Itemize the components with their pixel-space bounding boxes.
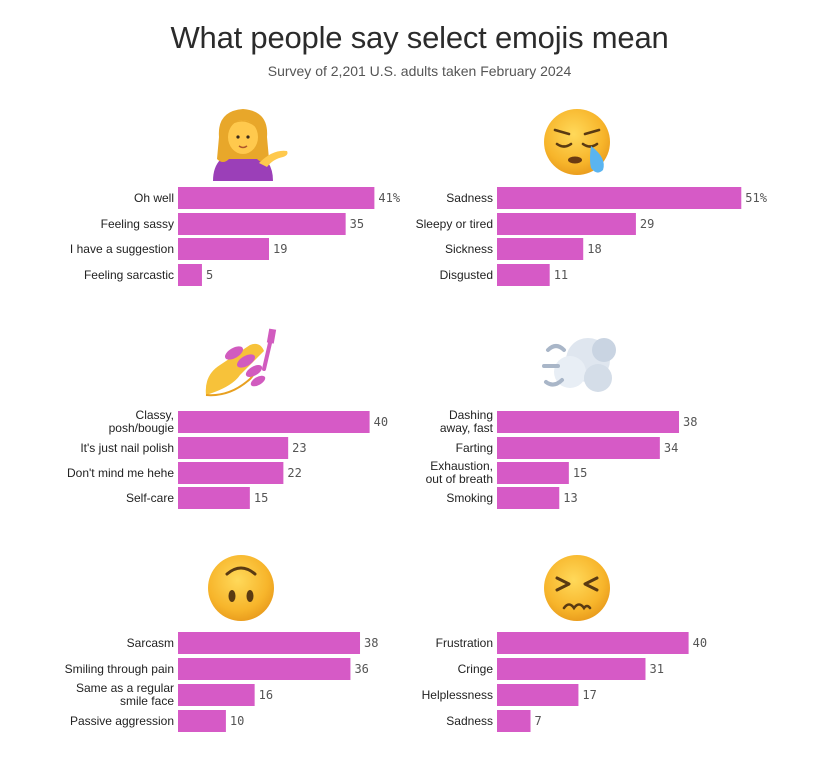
bar-panel-sleepy-face: Sadness 51% Sleepy or tired 29 Sickness 18 Dis…	[416, 187, 768, 286]
bar	[497, 487, 560, 509]
dashing-away-icon	[542, 338, 616, 392]
category-label: Sadness	[446, 191, 493, 205]
bar	[178, 264, 202, 286]
bar-panel-woman-tipping-hand: Oh well 41% Feeling sassy 35 I have a sugges…	[70, 187, 401, 286]
bar	[497, 411, 680, 433]
bar	[178, 213, 346, 235]
bar-panel-dashing-away: Dashing away, fast 38 Farting 34 Exhaustion, o…	[426, 408, 697, 509]
chart-title: What people say select emojis mean	[170, 20, 669, 55]
category-label: Feeling sarcastic	[84, 268, 174, 282]
category-label: Oh well	[134, 191, 174, 205]
bar	[178, 658, 351, 680]
value-label: 40	[374, 415, 388, 429]
bar	[178, 487, 250, 509]
value-label: 34	[664, 441, 678, 455]
value-label: 5	[206, 268, 213, 282]
bar	[178, 710, 226, 732]
category-label: Exhaustion, out of breath	[426, 459, 493, 486]
bar	[497, 437, 660, 459]
bar	[497, 213, 636, 235]
persevering-face-icon	[544, 555, 610, 621]
bars-layer: Oh well 41% Feeling sassy 35 I have a sugges…	[65, 187, 768, 732]
value-label: 11	[554, 268, 568, 282]
value-label: 29	[640, 217, 654, 231]
value-label: 38	[683, 415, 697, 429]
value-label: 51%	[745, 191, 767, 205]
category-label: Sleepy or tired	[416, 217, 493, 231]
bar	[497, 462, 569, 484]
chart-subtitle: Survey of 2,201 U.S. adults taken Februa…	[267, 63, 572, 79]
value-label: 41%	[378, 191, 400, 205]
bar	[497, 710, 531, 732]
category-label: Smoking	[446, 491, 493, 505]
category-label: Sarcasm	[127, 636, 174, 650]
bar	[178, 238, 270, 260]
category-label: Passive aggression	[70, 714, 174, 728]
value-label: 17	[582, 688, 596, 702]
category-label: Cringe	[458, 662, 494, 676]
woman-tipping-hand-icon	[213, 109, 288, 181]
sleepy-face-icon	[544, 109, 610, 175]
nail-polish-icon	[205, 328, 277, 397]
bar	[497, 632, 689, 654]
category-label: Helplessness	[422, 688, 493, 702]
bar	[497, 684, 579, 706]
value-label: 38	[364, 636, 378, 650]
bar-panel-upside-down-face: Sarcasm 38 Smiling through pain 36 Same as a…	[65, 632, 378, 732]
bar	[178, 462, 284, 484]
value-label: 10	[230, 714, 244, 728]
category-label: Don't mind me hehe	[67, 466, 174, 480]
bar	[497, 187, 742, 209]
value-label: 31	[649, 662, 663, 676]
bar-panel-persevering-face: Frustration 40 Cringe 31 Helplessness 17 Sadne…	[422, 632, 707, 732]
bar	[178, 187, 375, 209]
bar-panel-nail-polish: Classy, posh/bougie 40 It's just nail polis…	[67, 408, 388, 509]
upside-down-face-icon	[208, 555, 274, 621]
category-label: It's just nail polish	[80, 441, 174, 455]
category-label: Farting	[456, 441, 493, 455]
category-label: Sadness	[446, 714, 493, 728]
category-label: Disgusted	[440, 268, 493, 282]
value-label: 40	[693, 636, 707, 650]
category-label: I have a suggestion	[70, 242, 174, 256]
bar	[178, 684, 255, 706]
bar	[497, 238, 584, 260]
value-label: 16	[259, 688, 273, 702]
bar	[497, 658, 646, 680]
value-label: 19	[273, 242, 287, 256]
category-label: Self-care	[126, 491, 174, 505]
value-label: 13	[563, 491, 577, 505]
bar	[178, 411, 370, 433]
value-label: 18	[587, 242, 601, 256]
category-label: Dashing away, fast	[440, 408, 494, 435]
value-label: 15	[254, 491, 268, 505]
category-label: Classy, posh/bougie	[109, 408, 175, 435]
bar	[178, 437, 289, 459]
category-label: Sickness	[445, 242, 493, 256]
value-label: 23	[292, 441, 306, 455]
category-label: Smiling through pain	[65, 662, 174, 676]
category-label: Frustration	[436, 636, 493, 650]
value-label: 15	[573, 466, 587, 480]
bar	[497, 264, 550, 286]
value-label: 7	[535, 714, 542, 728]
value-label: 36	[354, 662, 368, 676]
category-label: Feeling sassy	[101, 217, 174, 231]
category-label: Same as a regular smile face	[76, 681, 174, 708]
bar	[178, 632, 361, 654]
value-label: 35	[350, 217, 364, 231]
value-label: 22	[287, 466, 301, 480]
